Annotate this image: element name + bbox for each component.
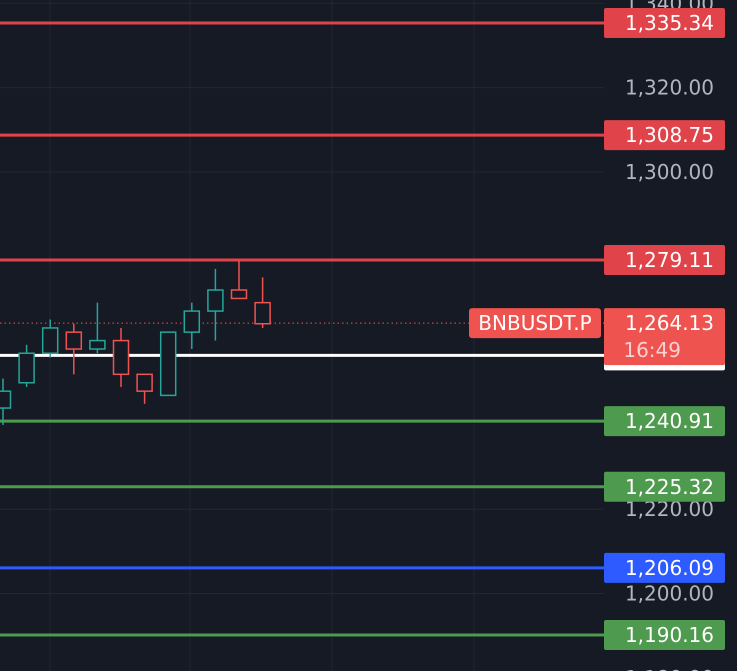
candle-body[interactable]	[207, 289, 224, 312]
y-tick-label: 1,300.00	[625, 160, 714, 184]
y-tick-label: 1,180.00	[625, 666, 714, 671]
candle-body[interactable]	[183, 310, 201, 333]
price-label-resistance-1335[interactable]	[604, 8, 725, 38]
price-label-text: 1,335.34	[625, 11, 714, 35]
last-price-text: 1,264.13	[625, 311, 714, 335]
candle-body[interactable]	[89, 339, 106, 350]
price-label-text: 1,206.09	[625, 556, 714, 580]
price-label-support-1225[interactable]	[604, 471, 725, 502]
price-label-text: 1,308.75	[625, 123, 714, 147]
price-label-text: 1,225.32	[625, 475, 714, 499]
y-tick-label: 1,200.00	[625, 582, 714, 606]
candle-body[interactable]	[18, 352, 35, 384]
symbol-tag-text: BNBUSDT.P	[478, 311, 591, 335]
countdown-text: 16:49	[623, 338, 681, 362]
price-label-resistance-1279[interactable]	[604, 245, 725, 276]
price-label-text: 1,190.16	[625, 623, 714, 647]
candle-body[interactable]	[112, 339, 130, 376]
price-label-text: 1,240.91	[625, 409, 714, 433]
candle-body[interactable]	[230, 289, 248, 300]
candle-body[interactable]	[41, 327, 59, 354]
candle-body[interactable]	[159, 331, 177, 397]
price-label-support-1240[interactable]	[604, 406, 725, 437]
candle-body[interactable]	[136, 373, 153, 392]
price-label-text: 1,279.11	[625, 248, 714, 272]
price-label-resistance-1308[interactable]	[604, 120, 725, 151]
last-price-label[interactable]	[604, 308, 725, 366]
candle-body[interactable]	[254, 301, 271, 325]
candle-body[interactable]	[65, 331, 83, 350]
price-label-pivot-1206[interactable]	[604, 552, 725, 583]
symbol-tag[interactable]	[469, 308, 601, 339]
candle-body[interactable]	[0, 390, 12, 409]
price-label-support-1190[interactable]	[604, 620, 725, 650]
y-tick-label: 1,320.00	[625, 76, 714, 100]
